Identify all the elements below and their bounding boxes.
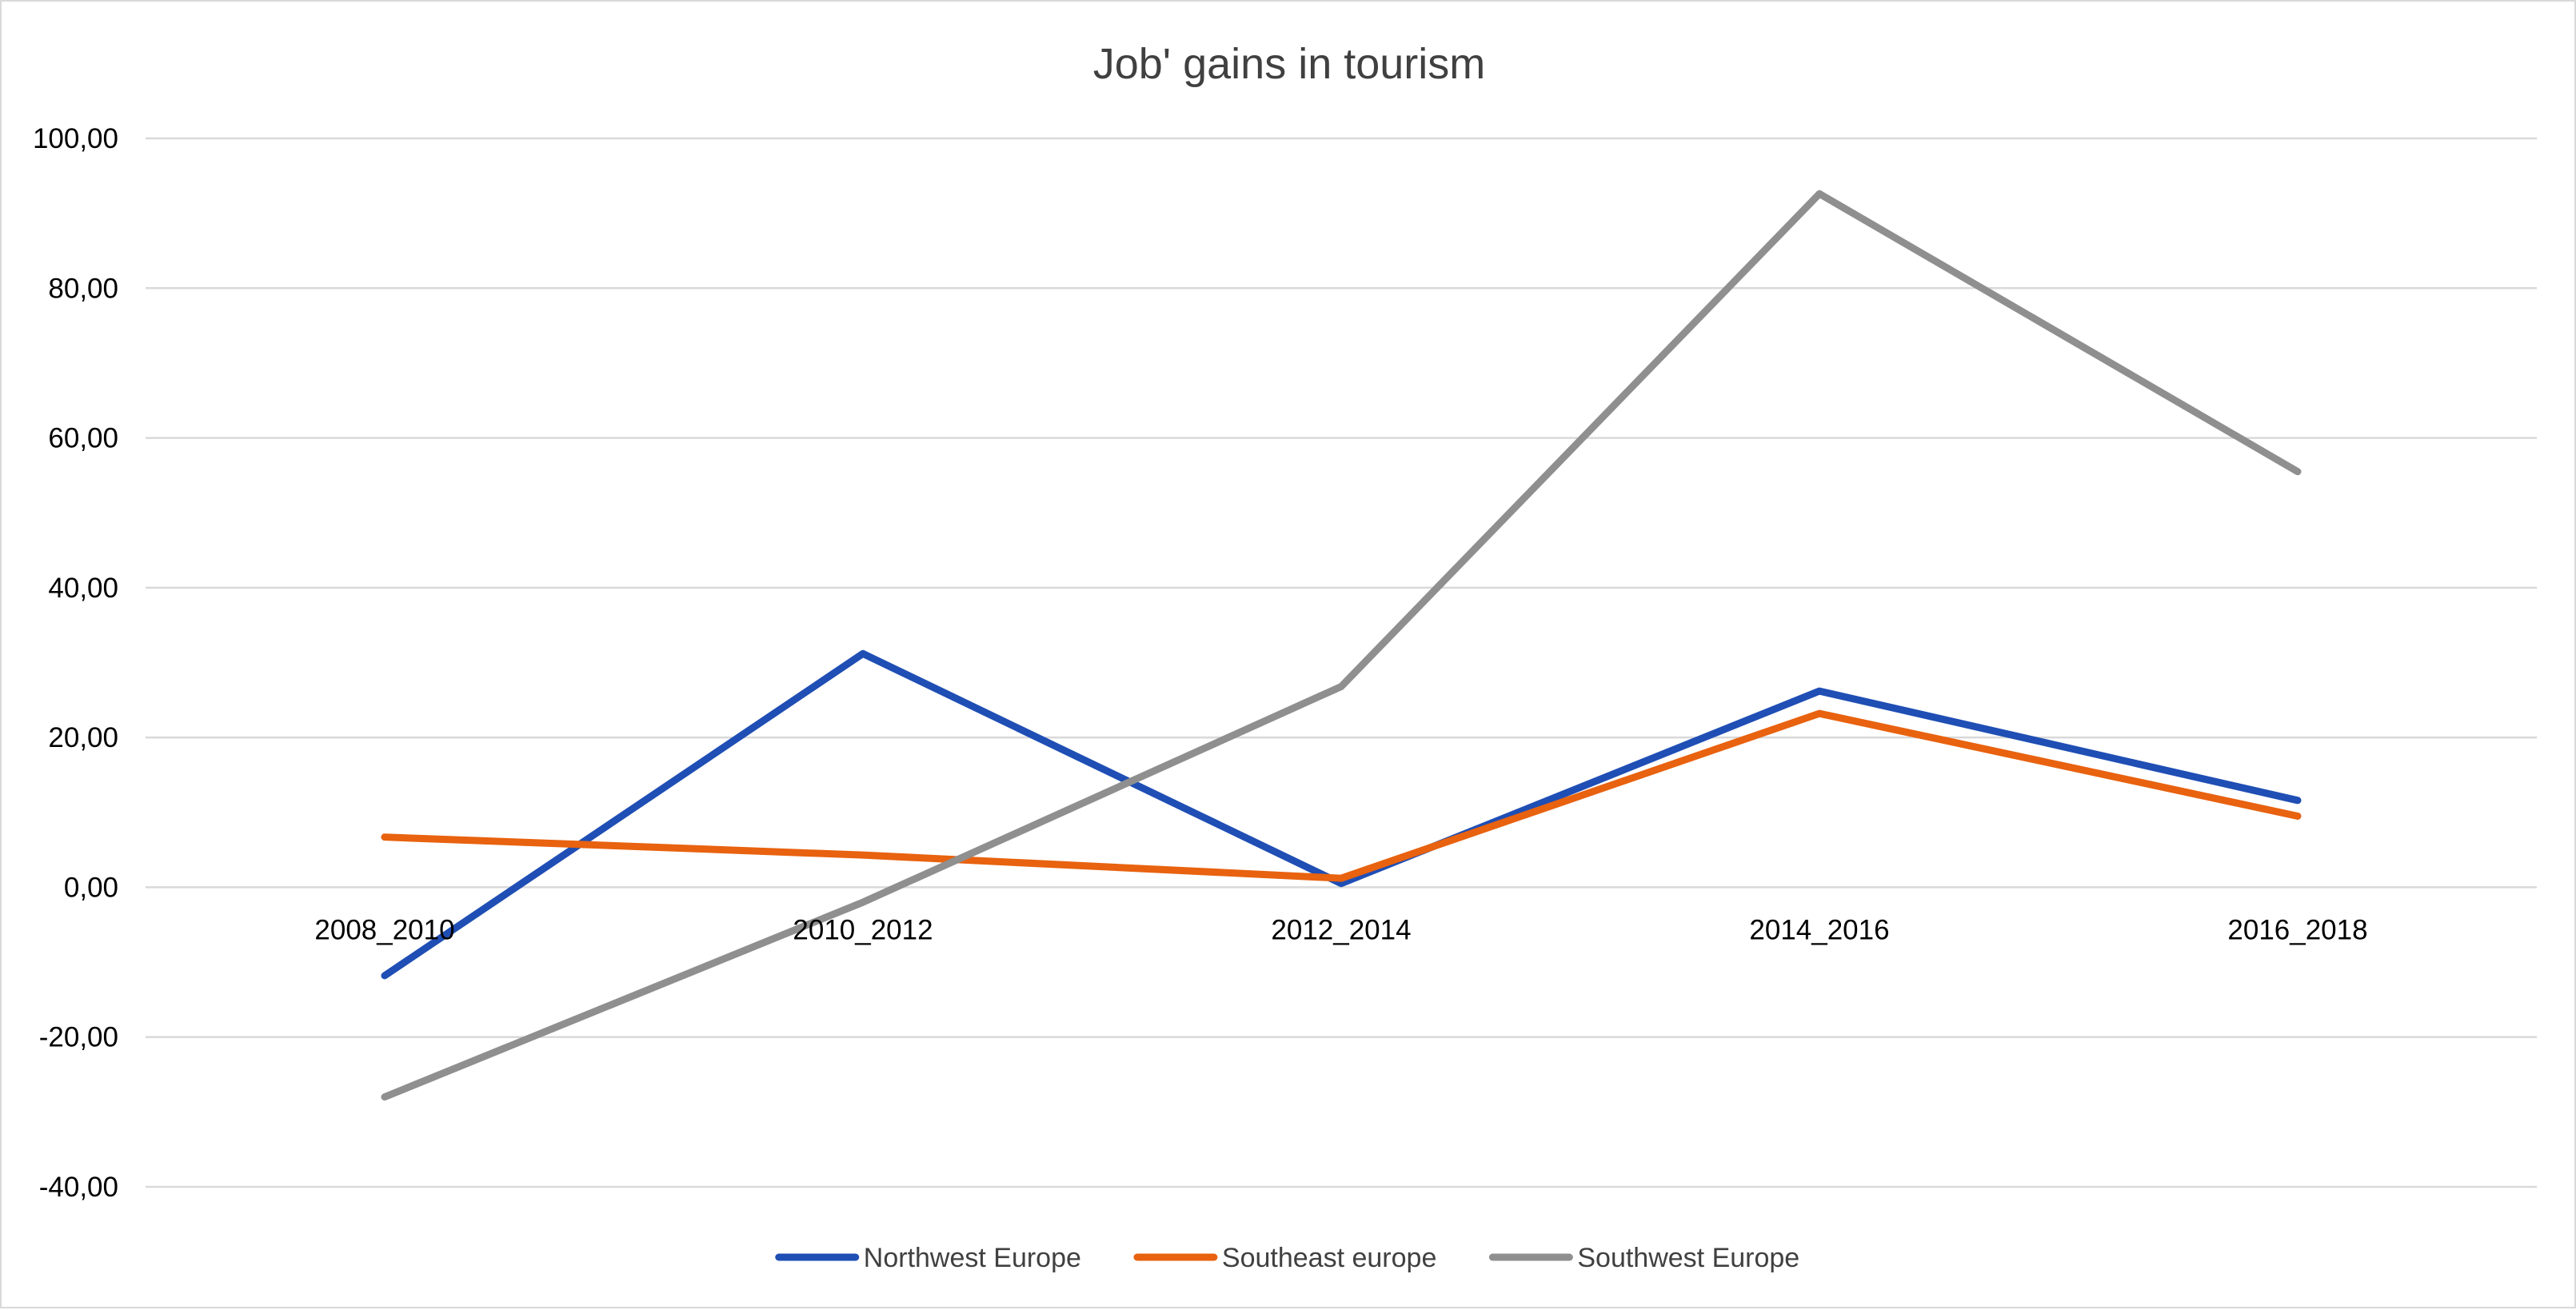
- x-tick-label: 2008_2010: [314, 914, 454, 945]
- x-tick-label: 2012_2014: [1271, 914, 1411, 945]
- y-axis-ticks: -40,00 -20,00 0,00 20,00 40,00 60,00 80,00 100,…: [33, 123, 118, 1203]
- x-tick-label: 2014_2016: [1749, 914, 1889, 945]
- x-tick-label: 2010_2012: [793, 914, 933, 945]
- y-tick-label: 80,00: [48, 273, 118, 304]
- x-axis-ticks: 2008_2010 2010_2012 2012_2014 2014_2016 2016…: [314, 914, 2367, 945]
- y-tick-label: -40,00: [39, 1172, 118, 1203]
- y-tick-label: 60,00: [48, 423, 118, 454]
- chart-title: Job' gains in tourism: [1093, 40, 1486, 88]
- legend-label: Southwest Europe: [1577, 1243, 1799, 1273]
- series-line-2: [381, 190, 2302, 1101]
- y-tick-label: -20,00: [39, 1022, 118, 1053]
- gridlines: [146, 137, 2537, 1188]
- legend-label: Northwest Europe: [864, 1243, 1081, 1273]
- y-tick-label: 0,00: [64, 872, 118, 903]
- y-tick-label: 20,00: [48, 722, 118, 753]
- y-tick-label: 100,00: [33, 123, 118, 154]
- x-tick-label: 2016_2018: [2227, 914, 2367, 945]
- series-lines: [381, 190, 2302, 1101]
- y-tick-label: 40,00: [48, 573, 118, 604]
- series-line-0: [381, 649, 2302, 980]
- legend-label: Southeast europe: [1222, 1243, 1436, 1273]
- legend: Northwest Europe Southeast europe Southwes…: [775, 1243, 1799, 1273]
- series-line-1: [381, 709, 2302, 882]
